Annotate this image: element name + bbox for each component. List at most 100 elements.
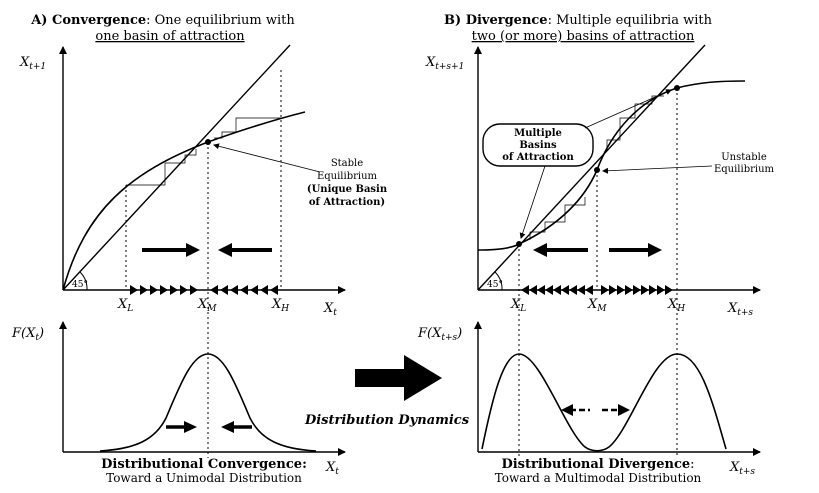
- panel-a-arrow-left-head: [218, 243, 232, 257]
- panel-a-annotation-line2: Equilibrium: [317, 171, 378, 182]
- transition-arrow: [355, 355, 442, 401]
- panel-a-cobweb-left: [126, 149, 197, 186]
- panel-b-callout-pointer-low: [519, 165, 546, 239]
- panel-b-axis-arrow-left: [553, 285, 561, 295]
- panel-b-axis-arrow-right: [665, 285, 673, 295]
- panel-b-axis-arrow-right: [609, 285, 617, 295]
- panel-b-phase-diagram: Xt+s+1 Xt+s 45° Multiple Basins of Attra…: [425, 44, 775, 458]
- dist-b-bimodal-curve: [481, 353, 727, 452]
- panel-b-axis-arrow-left: [529, 285, 537, 295]
- dist-b-x-label: Xt+s: [729, 460, 755, 477]
- panel-b-axis-arrow-left: [577, 285, 585, 295]
- distribution-b: F(Xt+s) Xt+s Distributional Divergence: …: [417, 321, 761, 485]
- panel-a-45-degree-line: [62, 44, 291, 291]
- panel-b-subtitle: two (or more) basins of attraction: [472, 29, 695, 44]
- dist-b-caption-title: Distributional Divergence:: [501, 457, 694, 472]
- panel-a-axis-arrow-right: [180, 285, 188, 295]
- panel-b-callout-pointer-high: [584, 89, 672, 129]
- dist-a-unimodal-curve: [99, 353, 317, 452]
- dist-a-arrow-left-head: [221, 421, 234, 433]
- panel-b-callout-line1: Multiple: [514, 128, 562, 139]
- panel-a-tick-xh: XH: [271, 297, 289, 314]
- dist-a-arrow-right-head: [184, 421, 197, 433]
- panel-a-arrow-right-head: [186, 243, 200, 257]
- panel-b-axis-arrow-left: [569, 285, 577, 295]
- dist-b-y-label: F(Xt+s): [417, 326, 462, 343]
- panel-a-tick-xl: XL: [117, 297, 133, 314]
- panel-b-angle-arc: [494, 271, 503, 291]
- panel-a-angle-label: 45°: [72, 280, 88, 290]
- panel-b-axis-arrow-left: [545, 285, 553, 295]
- panel-a-axis-arrow-right: [130, 285, 138, 295]
- panel-a-annotation-line1: Stable: [331, 158, 363, 169]
- panel-b-y-label: Xt+s+1: [425, 55, 464, 72]
- panel-a-axis-arrow-right: [160, 285, 168, 295]
- distribution-dynamics-label: Distribution Dynamics: [304, 413, 470, 428]
- dist-b-arrow-left-head: [561, 404, 573, 416]
- panel-a-y-label: Xt+1: [19, 55, 46, 72]
- panel-a-axis-arrow-left: [220, 285, 228, 295]
- panel-b-cobweb-left: [529, 197, 586, 240]
- panel-a-annotation-line3: (Unique Basin: [307, 184, 388, 195]
- dist-b-caption-subtitle: Toward a Multimodal Distribution: [495, 471, 702, 485]
- panel-a-axis-arrow-left: [240, 285, 248, 295]
- panel-b-callout-box: [482, 123, 594, 167]
- panel-a-stable-equilibrium-point: [205, 139, 211, 145]
- panel-a-axis-arrow-right: [190, 285, 198, 295]
- panel-a-angle-arc: [79, 271, 88, 291]
- panel-a-axis-arrow-left: [250, 285, 258, 295]
- panel-a-concave-curve: [62, 111, 306, 291]
- panel-a-axis-arrow-left: [230, 285, 238, 295]
- panel-b-unstable-line2: Equilibrium: [714, 164, 775, 175]
- panel-b-axis-arrow-left: [561, 285, 569, 295]
- panel-b-arrow-right-head: [648, 243, 662, 257]
- panel-a-axis-arrow-left: [260, 285, 268, 295]
- panel-a-annotation-pointer: [213, 143, 321, 173]
- panel-a-axis-arrow-right: [170, 285, 178, 295]
- panel-b-high-equilibrium-point: [674, 85, 680, 91]
- panel-b-axis-arrow-right: [657, 285, 665, 295]
- panel-a-cobweb-right: [214, 117, 281, 139]
- panel-a-axis-arrow-right: [150, 285, 158, 295]
- dist-b-arrow-right-head: [618, 404, 630, 416]
- panel-a-axis-arrow-left: [270, 285, 278, 295]
- panel-a-axis-arrow-right: [140, 285, 148, 295]
- dist-a-caption-title: Distributional Convergence:: [101, 457, 307, 472]
- panel-b-axis-arrowheads: [521, 285, 673, 295]
- dist-a-y-label: F(Xt): [11, 326, 44, 343]
- panel-b-axis-arrow-right: [625, 285, 633, 295]
- panel-b-tick-xm: XM: [587, 297, 607, 314]
- panel-b-axis-arrow-right: [641, 285, 649, 295]
- panel-b-title: B) Divergence: Multiple equilibria with: [444, 13, 713, 28]
- panel-a-subtitle: one basin of attraction: [95, 29, 245, 44]
- dist-a-x-label: Xt: [325, 460, 339, 477]
- panel-b-axis-arrow-right: [601, 285, 609, 295]
- panel-a-title: A) Convergence: One equilibrium with: [30, 13, 295, 28]
- panel-b-x-label: Xt+s: [727, 301, 753, 318]
- panel-b-axis-arrow-left: [585, 285, 593, 295]
- panel-b-axis-arrow-left: [537, 285, 545, 295]
- center-transition: Distribution Dynamics: [304, 355, 470, 428]
- panel-b-tick-xh: XH: [667, 297, 685, 314]
- panel-b-low-equilibrium-point: [516, 241, 522, 247]
- panel-b-angle-label: 45°: [487, 280, 503, 290]
- panel-b-unstable-equilibrium-point: [594, 167, 600, 173]
- panel-b-axis-arrow-right: [633, 285, 641, 295]
- panel-b-callout-line3: of Attraction: [502, 152, 574, 163]
- panel-a-phase-diagram: Xt+1 Xt 45° Stable Equilibrium (Unique B…: [19, 44, 388, 458]
- panel-b-axis-arrow-left: [521, 285, 529, 295]
- panel-b-callout-line2: Basins: [519, 140, 557, 151]
- panel-b-unstable-pointer: [602, 165, 713, 174]
- panel-b-arrow-left-head: [533, 243, 547, 257]
- panel-b-axis-arrow-right: [649, 285, 657, 295]
- dist-a-caption-subtitle: Toward a Unimodal Distribution: [106, 471, 302, 485]
- panel-a-annotation-line4: of Attraction): [309, 197, 385, 208]
- panel-a-axis-arrowheads: [130, 285, 278, 295]
- panel-a-axis-arrow-left: [210, 285, 218, 295]
- panel-b-axis-arrow-right: [617, 285, 625, 295]
- panel-b-45-degree-line: [477, 44, 706, 291]
- panel-a-x-label: Xt: [323, 301, 337, 318]
- panel-b-unstable-line1: Unstable: [721, 152, 767, 163]
- panel-b-tick-xl: XL: [510, 297, 526, 314]
